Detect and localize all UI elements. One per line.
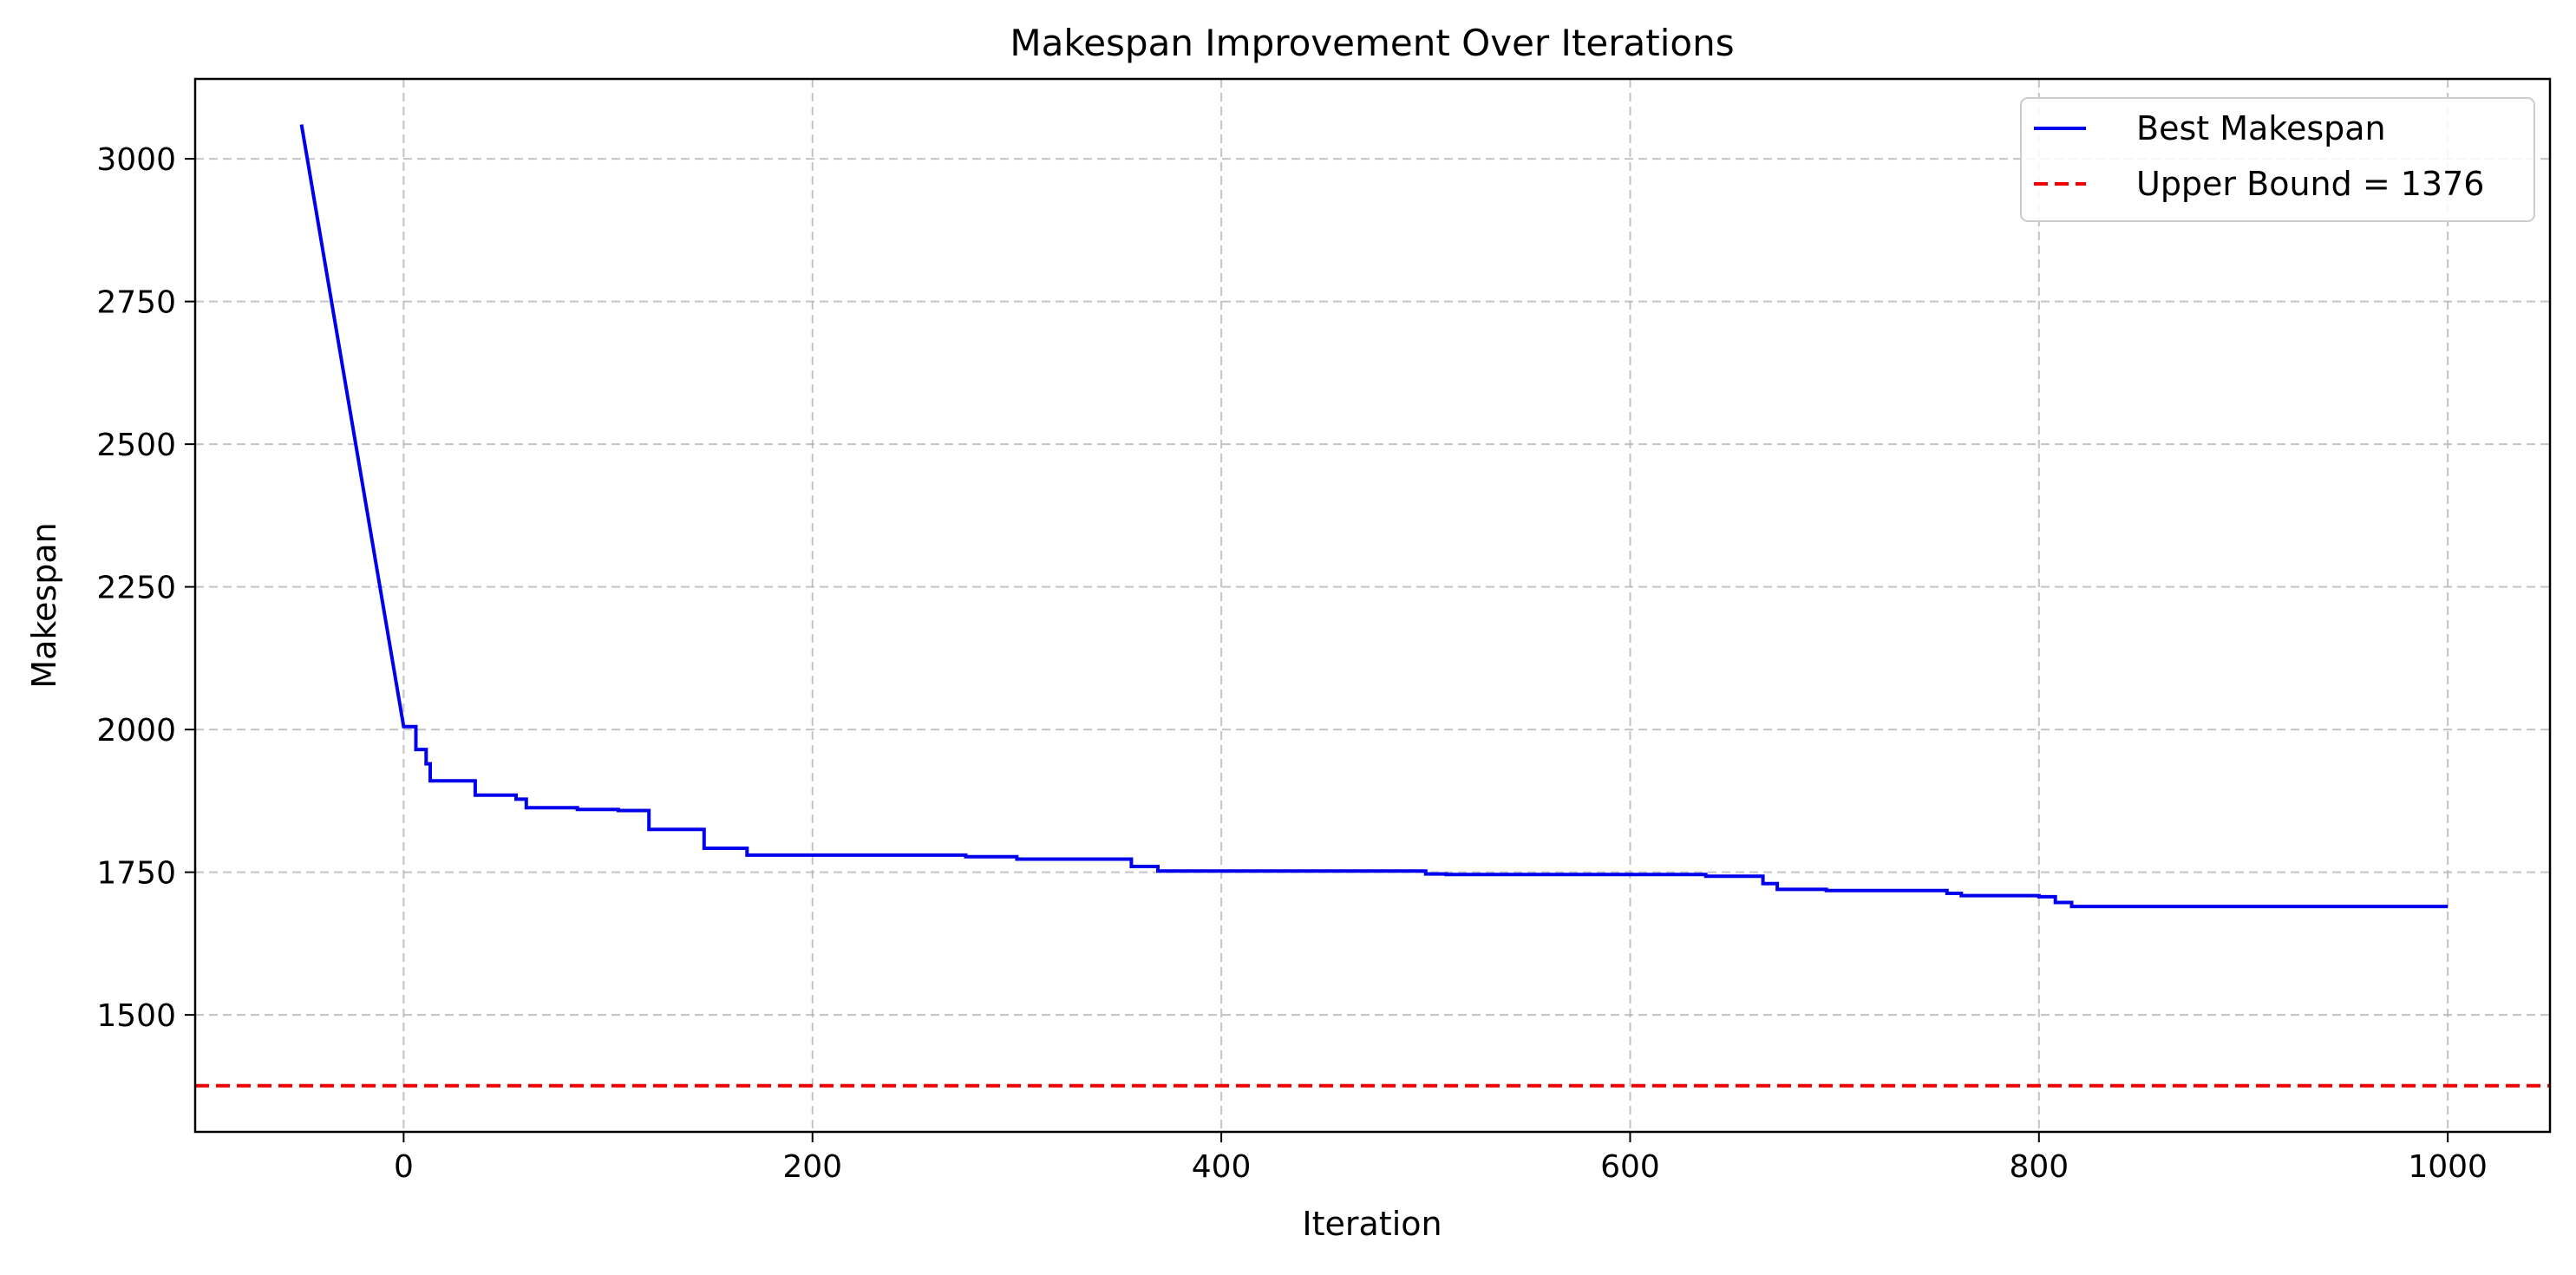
y-tick-label: 2250: [96, 571, 176, 606]
y-tick-label: 2750: [96, 285, 176, 321]
x-tick-label: 400: [1192, 1149, 1252, 1185]
x-axis-label: Iteration: [1302, 1205, 1442, 1243]
y-tick-label: 1500: [96, 998, 176, 1034]
y-tick-label: 2000: [96, 713, 176, 749]
chart-title: Makespan Improvement Over Iterations: [1010, 22, 1734, 64]
series-best-makespan-line: [299, 124, 2449, 909]
legend-label-upper-bound: Upper Bound = 1376: [2136, 165, 2484, 203]
x-tick-label: 600: [1600, 1149, 1660, 1185]
x-tick-label: 0: [394, 1149, 414, 1185]
legend: Best Makespan Upper Bound = 1376: [2020, 97, 2535, 222]
x-tick-label: 1000: [2408, 1149, 2488, 1185]
tick-layer: 0 200 400 600 800 1000 1500 1750 2000 2250 2500 275…: [96, 142, 2488, 1185]
y-tick-label: 3000: [96, 142, 176, 178]
y-tick-label: 1750: [96, 856, 176, 892]
plot-frame: [193, 77, 2552, 1134]
grid-layer: [195, 79, 2550, 1132]
x-tick-label: 800: [2009, 1149, 2069, 1185]
series-layer: [195, 124, 2550, 1088]
x-tick-label: 200: [782, 1149, 842, 1185]
legend-box: [2020, 97, 2535, 222]
legend-label-best-makespan: Best Makespan: [2136, 109, 2386, 147]
y-tick-label: 2500: [96, 428, 176, 463]
y-axis-label: Makespan: [25, 522, 63, 688]
